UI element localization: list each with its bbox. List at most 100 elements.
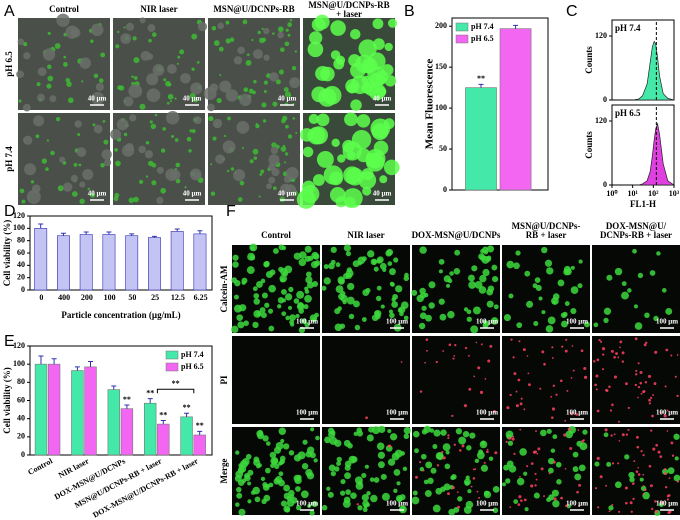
cell [556,479,562,485]
cell [518,495,522,499]
cell [507,440,514,446]
row-header: Calcein-AM [219,265,229,312]
cell [219,74,222,77]
micrograph [322,336,410,424]
cell [642,454,645,457]
cell [613,375,618,379]
cell [548,472,551,475]
cell [439,313,447,321]
cell [117,30,120,34]
cell [298,258,307,267]
cell [174,167,177,170]
cell [377,451,386,459]
cell [235,450,240,455]
cell [436,452,444,461]
legend-swatch [455,34,469,44]
cell [279,47,285,53]
cell [596,456,600,460]
cell [651,507,654,511]
cell [139,103,146,110]
cell [374,310,382,318]
cell [279,277,285,283]
cell [272,32,275,35]
cell [258,195,261,198]
cell [552,293,560,300]
cell [90,39,94,44]
cell [472,306,481,315]
cell [642,390,645,394]
x-tick-label: Control [26,456,54,477]
error-bar [184,412,190,417]
cell [156,166,164,174]
cell [391,301,399,308]
cell [268,154,280,166]
cell [225,20,230,25]
cell [659,455,663,459]
cell [421,305,427,311]
cell [213,40,220,46]
cell [490,317,499,325]
cell [154,113,158,117]
y-axis-label: Counts [584,131,594,159]
cell [210,163,213,166]
y-axis-label: Mean Fluorescence [424,59,436,150]
cell [295,486,301,492]
cell [633,304,638,309]
cell [515,250,521,256]
cell [272,248,279,254]
cell [392,293,398,300]
cell [241,280,246,285]
cell [515,404,519,408]
cell [419,312,427,320]
cell [425,461,433,469]
scale-bar-label: 40 µm [183,95,202,103]
error-bar [74,366,80,371]
cell [635,369,638,372]
cell [373,477,380,483]
cell [640,450,643,453]
column-header: NIR laser [347,230,384,240]
cell [600,340,603,343]
cell [400,451,405,456]
cell [37,67,47,77]
cell [316,113,330,127]
cell [249,159,254,164]
cell [309,31,323,45]
cell [412,430,420,438]
cell [609,409,613,412]
cell [215,154,225,164]
cell [610,349,614,353]
row-header: Merge [219,459,229,484]
cell [343,244,352,252]
cell [315,66,331,81]
cell [578,483,582,487]
cell [230,167,235,171]
cell [664,486,668,489]
cell [538,296,543,301]
cell [459,449,462,452]
cell [329,436,338,445]
cell [212,118,223,129]
cell [576,490,579,494]
cell [571,345,574,347]
y-tick-label: 60 [17,395,25,404]
row-header: PI [219,375,229,384]
cell [231,325,239,334]
cell [540,467,544,471]
cell [261,292,268,299]
cell [602,353,605,356]
cell [627,428,630,432]
cell [253,298,260,305]
cell [422,469,425,472]
cell [523,471,528,476]
cell [90,192,96,198]
cell [362,507,368,513]
y-tick-label: 0 [603,95,607,104]
cell [466,445,472,451]
cell [285,315,290,321]
cell [365,287,371,293]
cell [440,486,446,492]
cell [46,83,52,89]
cell [261,37,267,42]
cell [593,322,599,328]
